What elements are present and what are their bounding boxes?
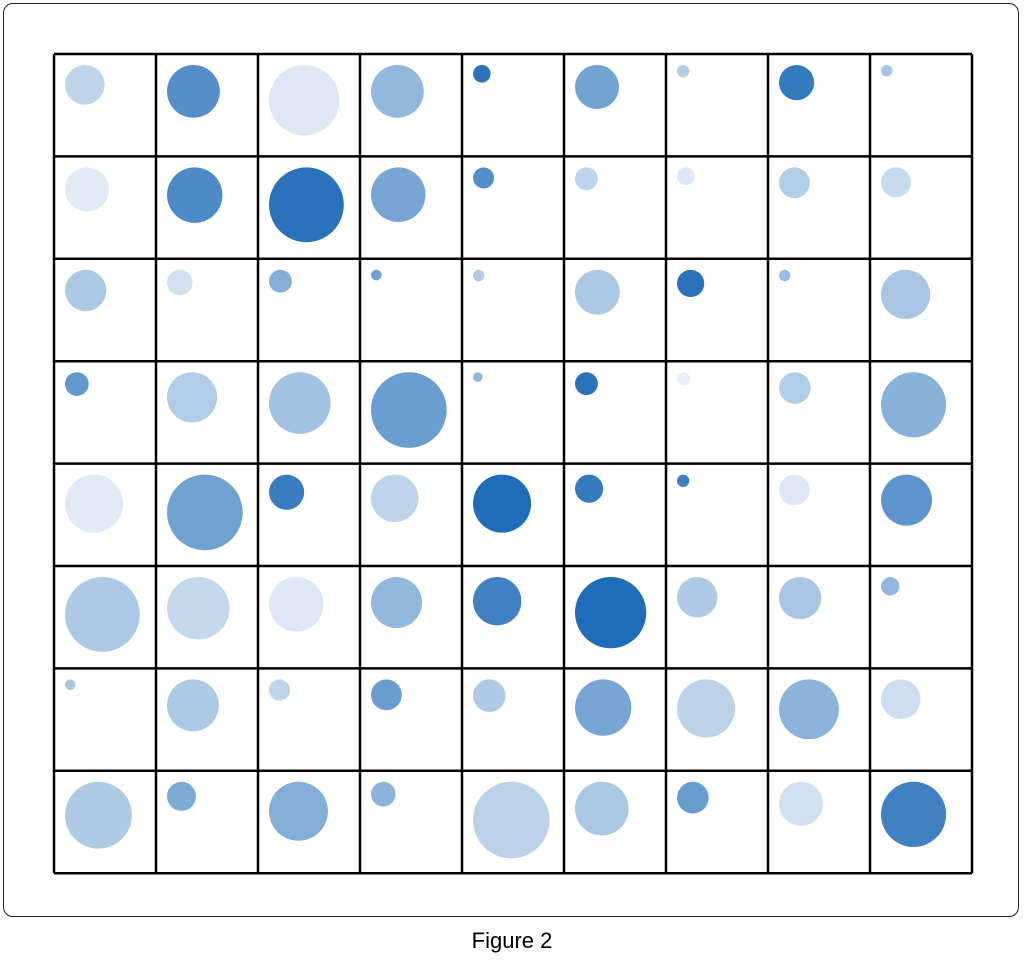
bubble-r7-c4 bbox=[371, 679, 402, 711]
bubble-r4-c2 bbox=[167, 372, 218, 423]
bubble-r3-c9 bbox=[881, 269, 931, 320]
bubble-r2-c2 bbox=[167, 167, 223, 223]
bubble-r7-c1 bbox=[65, 679, 76, 690]
bubble-r7-c9 bbox=[881, 679, 921, 719]
bubble-r8-c6 bbox=[575, 781, 629, 836]
bubble-r5-c4 bbox=[371, 474, 419, 523]
bubble-r4-c4 bbox=[371, 372, 447, 448]
bubble-r7-c8 bbox=[779, 679, 839, 740]
bubble-r2-c5 bbox=[473, 167, 495, 189]
bubble-r1-c6 bbox=[575, 65, 619, 109]
figure-caption: Figure 2 bbox=[471, 928, 553, 953]
bubble-r5-c8 bbox=[779, 474, 810, 506]
bubble-r5-c5 bbox=[473, 474, 532, 533]
bubble-r3-c3 bbox=[269, 269, 292, 293]
bubble-r1-c1 bbox=[65, 65, 105, 105]
bubble-r6-c1 bbox=[65, 577, 140, 652]
bubble-r2-c3 bbox=[269, 167, 344, 243]
bubble-r1-c3 bbox=[269, 65, 340, 136]
bubble-r3-c7 bbox=[677, 269, 705, 298]
bubble-r8-c1 bbox=[65, 781, 132, 849]
grid-lines bbox=[52, 52, 974, 875]
bubble-r3-c2 bbox=[167, 269, 193, 296]
bubble-r7-c2 bbox=[167, 679, 219, 732]
bubble-r1-c2 bbox=[167, 65, 220, 118]
bubble-r8-c8 bbox=[779, 781, 823, 826]
bubble-r3-c4 bbox=[371, 269, 382, 281]
bubble-r7-c7 bbox=[677, 679, 736, 738]
bubble-r2-c4 bbox=[371, 167, 426, 222]
bubble-r4-c9 bbox=[881, 372, 947, 438]
bubble-r8-c4 bbox=[371, 781, 396, 807]
bubble-r1-c8 bbox=[779, 65, 815, 101]
bubble-r1-c9 bbox=[881, 65, 893, 77]
bubble-r5-c9 bbox=[881, 474, 933, 526]
bubble-r7-c5 bbox=[473, 679, 506, 712]
bubble-r3-c5 bbox=[473, 269, 485, 282]
bubble-r8-c5 bbox=[473, 781, 550, 859]
bubble-r2-c8 bbox=[779, 167, 810, 199]
bubble-r5-c7 bbox=[677, 474, 690, 487]
bubble-r5-c6 bbox=[575, 474, 604, 503]
bubble-r7-c6 bbox=[575, 679, 632, 736]
bubble-r4-c7 bbox=[677, 372, 691, 386]
bubble-r1-c7 bbox=[677, 65, 690, 78]
bubble-r6-c9 bbox=[881, 577, 900, 596]
bubble-r2-c7 bbox=[677, 167, 695, 185]
bubble-r7-c3 bbox=[269, 679, 291, 701]
bubble-r3-c1 bbox=[65, 269, 107, 312]
bubbles-layer bbox=[65, 65, 947, 859]
bubble-r6-c7 bbox=[677, 577, 718, 618]
bubble-r4-c6 bbox=[575, 372, 598, 396]
bubble-r8-c3 bbox=[269, 781, 328, 841]
bubble-r6-c2 bbox=[167, 577, 230, 640]
bubble-r3-c8 bbox=[779, 269, 791, 282]
bubble-r5-c3 bbox=[269, 474, 305, 510]
bubble-r4-c1 bbox=[65, 372, 89, 396]
bubble-r3-c6 bbox=[575, 269, 620, 315]
bubble-r2-c6 bbox=[575, 167, 598, 191]
bubble-r4-c5 bbox=[473, 372, 483, 382]
bubble-r1-c5 bbox=[473, 65, 491, 83]
bubble-r6-c4 bbox=[371, 577, 423, 629]
bubble-r6-c8 bbox=[779, 577, 822, 620]
bubble-r2-c1 bbox=[65, 167, 109, 212]
bubble-r2-c9 bbox=[881, 167, 911, 198]
bubble-r6-c3 bbox=[269, 577, 324, 632]
bubble-r6-c6 bbox=[575, 577, 647, 649]
bubble-r8-c7 bbox=[677, 781, 709, 814]
bubble-r5-c1 bbox=[65, 474, 124, 533]
bubble-r8-c9 bbox=[881, 781, 947, 847]
bubble-r4-c8 bbox=[779, 372, 811, 404]
bubble-r6-c5 bbox=[473, 577, 522, 626]
bubble-r1-c4 bbox=[371, 65, 424, 118]
bubble-r4-c3 bbox=[269, 372, 331, 434]
bubble-r5-c2 bbox=[167, 474, 243, 551]
bubble-r8-c2 bbox=[167, 781, 197, 811]
